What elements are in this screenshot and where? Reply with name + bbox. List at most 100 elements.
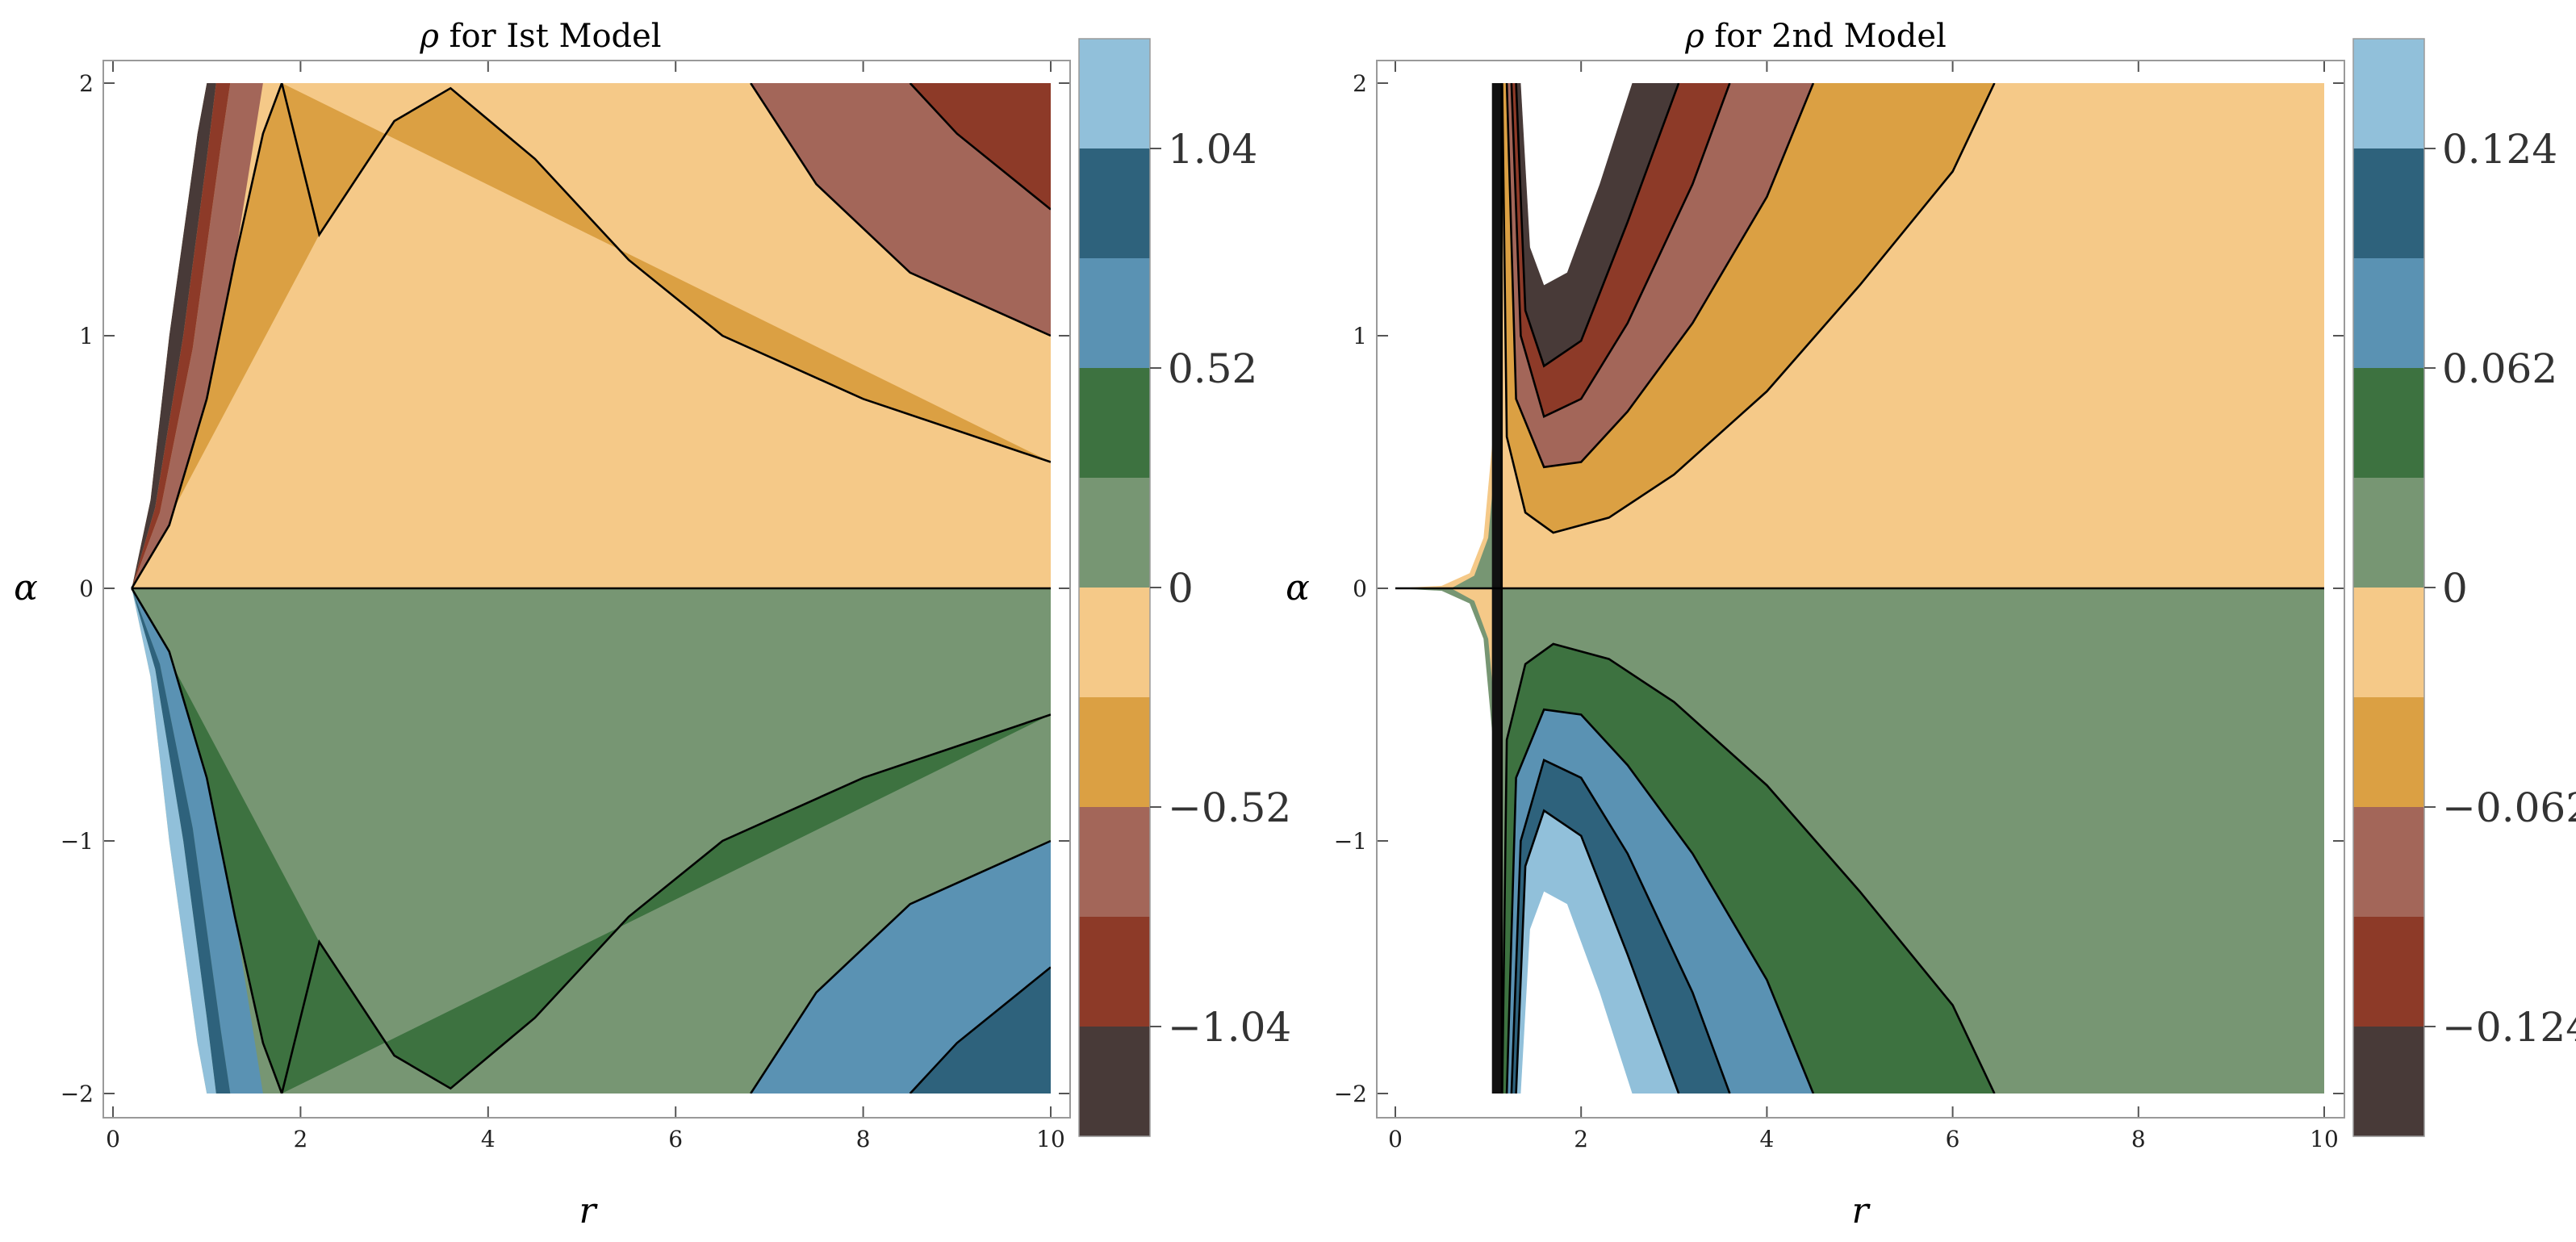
y-tick-label: 0: [79, 575, 94, 602]
contour-line: [1515, 83, 1680, 368]
legend-swatch: [1079, 588, 1150, 698]
contour-panel-ist-model: ρ for Ist Model 0 2 4 6 8 10 −2 −1 0 1 2 r α 1.04…: [14, 18, 1291, 1232]
x-tick-label: 0: [1388, 1126, 1403, 1152]
x-tick-label: 0: [106, 1126, 120, 1152]
legend-swatch: [2353, 478, 2424, 588]
blank-upper-left: [113, 83, 207, 588]
y-tick-label: −2: [61, 1081, 94, 1107]
plot-area: [113, 83, 1051, 1094]
legend-swatch: [2353, 148, 2424, 259]
x-axis-ticks: 0 2 4 6 8 10: [1388, 61, 2339, 1152]
legend-swatch: [2353, 368, 2424, 479]
band-upper-3: [910, 83, 1051, 210]
contour-line: [1505, 708, 1815, 1094]
x-axis-label: r: [579, 1190, 598, 1232]
y-tick-label: 1: [1353, 323, 1367, 349]
y-tick-label: 2: [79, 70, 94, 97]
blank-lower-left: [1395, 588, 1493, 1094]
x-tick-label: 2: [293, 1126, 307, 1152]
contour-line: [280, 713, 1051, 1094]
legend-label: −1.04: [1168, 1004, 1291, 1051]
legend-swatch: [2353, 917, 2424, 1027]
legend-label: 0.062: [2442, 345, 2557, 392]
blank-lower-left: [113, 588, 207, 1094]
legend-swatch: [1079, 148, 1150, 259]
x-tick-label: 6: [1946, 1126, 1960, 1152]
x-tick-label: 8: [856, 1126, 871, 1152]
y-tick-label: 2: [1353, 70, 1367, 97]
legend-label: 0: [1168, 565, 1194, 612]
legend-label: 0.124: [2442, 126, 2557, 173]
contour-line: [1501, 642, 1996, 1094]
legend-swatch: [1079, 697, 1150, 808]
contour-line: [131, 83, 283, 589]
contour-line: [750, 83, 1051, 337]
contour-panel-2nd-model: ρ for 2nd Model 0 2 4 6 8 10 −2 −1 0 1 2 r α 0.12…: [1286, 18, 2576, 1232]
x-tick-label: 8: [2131, 1126, 2146, 1152]
x-axis-label: r: [1851, 1190, 1871, 1232]
legend-swatch: [2353, 39, 2424, 149]
wedge-upper-c: [132, 83, 216, 588]
contour-line: [1510, 83, 1731, 419]
plot-frame: [102, 60, 1071, 1119]
legend-swatch: [1079, 807, 1150, 918]
x-tick-label: 4: [481, 1126, 496, 1152]
x-tick-label: 4: [1759, 1126, 1774, 1152]
plot-frame: [1376, 60, 2345, 1119]
legend-swatch: [2353, 258, 2424, 369]
legend-swatch: [1079, 1027, 1150, 1137]
legend-swatch: [2353, 588, 2424, 698]
legend-swatch: [2353, 697, 2424, 808]
wedge-lower-b: [132, 588, 231, 1094]
contour-line: [131, 588, 283, 1094]
wedge-upper-a: [132, 83, 263, 588]
legend-label: 1.04: [1168, 126, 1257, 173]
contour-line: [1510, 758, 1731, 1094]
contour-line: [1515, 809, 1680, 1094]
legend-swatch: [1079, 258, 1150, 369]
legend-swatch: [2353, 1027, 2424, 1137]
contour-line: [909, 83, 1051, 211]
wedge-lower-a: [132, 588, 263, 1094]
x-axis-ticks: 0 2 4 6 8 10: [106, 61, 1065, 1152]
x-tick-label: 2: [1574, 1126, 1588, 1152]
blank-lower-cap: [1520, 891, 1633, 1094]
legend-swatch: [1079, 39, 1150, 149]
wedge-upper-b: [132, 83, 231, 588]
y-tick-label: −1: [1334, 828, 1367, 855]
y-axis-label: α: [1286, 567, 1310, 608]
contour-line: [750, 839, 1051, 1094]
legend-label: 0.52: [1168, 345, 1257, 392]
blank-upper-cap: [1520, 83, 1633, 286]
x-tick-label: 10: [2310, 1126, 2339, 1152]
blank-upper-left: [1395, 83, 1493, 588]
y-axis-ticks: −2 −1 0 1 2: [61, 70, 1070, 1107]
legend-swatch: [1079, 368, 1150, 479]
y-tick-label: 0: [1353, 575, 1367, 602]
contour-line: [1501, 83, 1996, 534]
legend-label: −0.062: [2442, 784, 2576, 831]
contour-line: [909, 966, 1051, 1094]
contour-line: [1505, 83, 1815, 469]
band-lower-3: [910, 967, 1051, 1094]
wedge-lower-c: [132, 588, 216, 1094]
contour-line: [280, 83, 1051, 463]
legend-label: 0: [2442, 565, 2468, 612]
legend-swatch: [1079, 478, 1150, 588]
legend-swatch: [2353, 807, 2424, 918]
legend-label: −0.124: [2442, 1004, 2576, 1051]
x-tick-label: 6: [668, 1126, 683, 1152]
y-tick-label: −1: [61, 828, 94, 855]
legend-label: −0.52: [1168, 784, 1291, 831]
plot-area: [1395, 83, 2324, 1094]
chart-title: ρ for 2nd Model: [1684, 18, 1947, 55]
legend-colorbar: 1.04 0.52 0 −0.52 −1.04: [1078, 38, 1291, 1137]
legend-swatch: [1079, 917, 1150, 1027]
y-axis-label: α: [14, 567, 38, 608]
chart-title: ρ for Ist Model: [419, 18, 661, 55]
y-tick-label: 1: [79, 323, 94, 349]
y-axis-ticks: −2 −1 0 1 2: [1334, 70, 2344, 1107]
x-tick-label: 10: [1036, 1126, 1065, 1152]
legend-colorbar: 0.124 0.062 0 −0.062 −0.124: [2352, 38, 2576, 1137]
